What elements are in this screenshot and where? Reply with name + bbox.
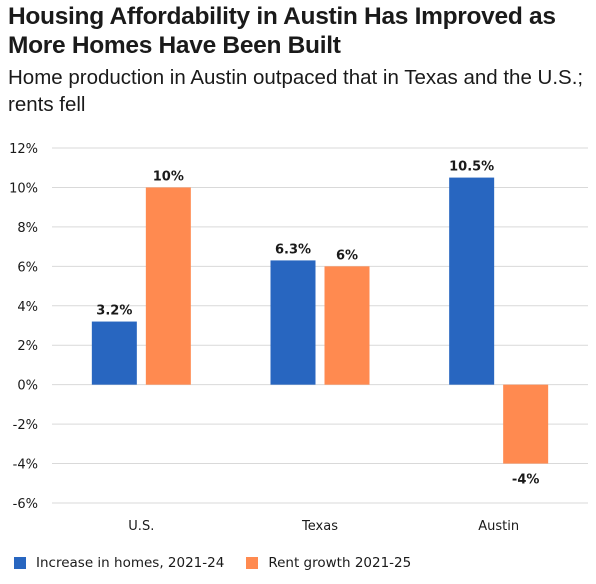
x-tick-label: Austin: [478, 519, 519, 534]
data-label: 6.3%: [275, 242, 311, 257]
legend-swatch-rent: [246, 557, 259, 569]
y-tick-label: 12%: [9, 142, 38, 157]
data-label: -4%: [512, 473, 539, 488]
data-label: 3.2%: [96, 304, 132, 319]
bar: [449, 177, 495, 385]
y-tick-label: 4%: [17, 300, 38, 315]
bar: [145, 187, 191, 385]
data-label: 10.5%: [449, 160, 494, 175]
bar: [503, 384, 549, 464]
y-tick-label: -4%: [13, 458, 38, 473]
legend-swatch-homes: [14, 557, 26, 569]
legend-label-rent: Rent growth 2021-25: [268, 555, 412, 571]
y-tick-label: 10%: [9, 181, 38, 196]
legend-item-homes: Increase in homes, 2021-24: [14, 555, 224, 571]
y-tick-label: 6%: [17, 260, 38, 275]
chart-title: Housing Affordability in Austin Has Impr…: [8, 3, 556, 59]
x-tick-label: Texas: [301, 519, 338, 534]
y-tick-label: 8%: [17, 221, 38, 236]
data-label: 6%: [336, 248, 358, 263]
bar: [270, 260, 316, 385]
chart-subtitle: Home production in Austin outpaced that …: [8, 66, 584, 116]
x-tick-label: U.S.: [128, 519, 154, 534]
legend-label-homes: Increase in homes, 2021-24: [36, 555, 225, 571]
y-tick-label: -2%: [13, 418, 38, 433]
chart-legend: Increase in homes, 2021-24 Rent growth 2…: [14, 555, 433, 571]
y-tick-label: 0%: [17, 379, 38, 394]
bar-chart: 12% 10% 8% 6% 4% 2% 0% -2% -4% -6% 3.2% 10% U.S. 6.3%…: [9, 142, 588, 534]
y-tick-label: -6%: [13, 497, 38, 512]
bar: [324, 266, 370, 385]
y-tick-label: 2%: [17, 339, 38, 354]
data-label: 10%: [153, 169, 184, 184]
legend-item-rent: Rent growth 2021-25: [246, 555, 411, 571]
bar: [91, 321, 137, 385]
